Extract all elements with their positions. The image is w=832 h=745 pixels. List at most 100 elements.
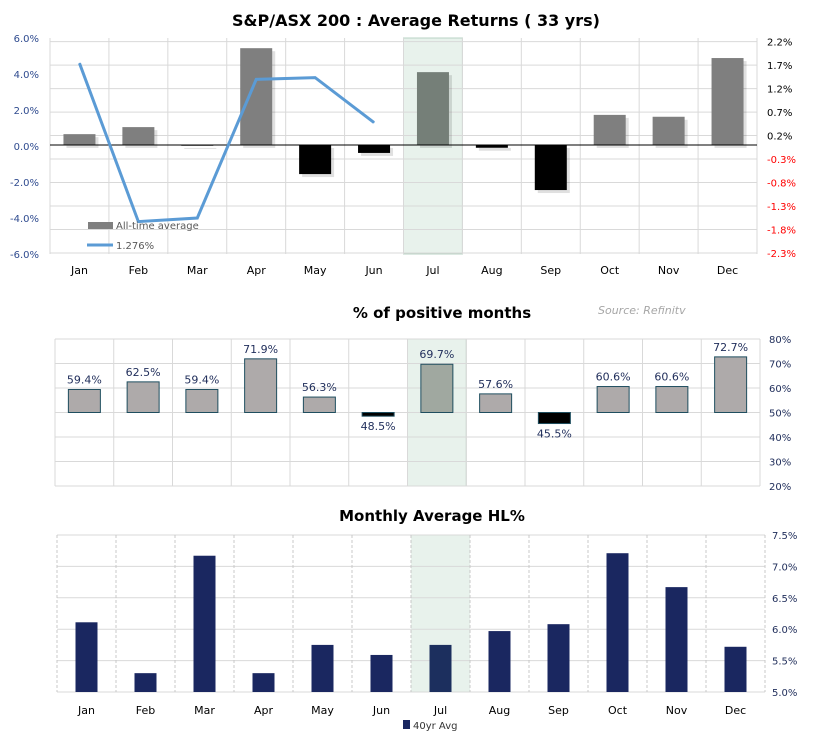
month-label: Feb bbox=[129, 264, 148, 277]
bar-nov bbox=[652, 116, 685, 145]
left-tick-label: 4.0% bbox=[14, 70, 39, 81]
tick-label: 7.0% bbox=[772, 562, 797, 573]
tick-label: 40% bbox=[769, 433, 791, 444]
chart1-title: S&P/ASX 200 : Average Returns ( 33 yrs) bbox=[232, 11, 600, 30]
legend-swatch bbox=[403, 720, 410, 729]
bar-dec bbox=[724, 646, 747, 692]
bar-nov bbox=[665, 587, 688, 692]
tick-label: 70% bbox=[769, 360, 791, 371]
month-label: Nov bbox=[666, 704, 688, 717]
data-label: 57.6% bbox=[478, 378, 513, 391]
right-tick-label: 1.2% bbox=[767, 85, 792, 96]
bar-feb bbox=[122, 127, 155, 145]
bar-jun bbox=[370, 654, 393, 692]
chart2-positive-months: 80% 70% 60% 50% 40% 30% 20% 59.4% 62.5% 59.4% 71.9… bbox=[54, 335, 791, 493]
line-point bbox=[314, 77, 316, 79]
tick-label: 5.5% bbox=[772, 657, 797, 668]
line-point bbox=[196, 217, 198, 219]
left-tick-label: 2.0% bbox=[14, 106, 39, 117]
bar-jul bbox=[416, 72, 449, 145]
legend-bar-label: All-time average bbox=[116, 221, 199, 232]
right-tick-label: 1.7% bbox=[767, 61, 792, 72]
data-label: 48.5% bbox=[361, 420, 396, 433]
data-label: 60.6% bbox=[596, 371, 631, 384]
bar-jan bbox=[67, 388, 101, 414]
month-label: Dec bbox=[717, 264, 738, 277]
month-label: Oct bbox=[608, 704, 628, 717]
month-label: Sep bbox=[548, 704, 569, 717]
right-tick-label: 2.2% bbox=[767, 38, 792, 49]
data-label: 71.9% bbox=[243, 343, 278, 356]
month-label: Oct bbox=[600, 264, 620, 277]
tick-label: 7.5% bbox=[772, 531, 797, 542]
tick-label: 6.0% bbox=[772, 625, 797, 636]
chart3-legend: 40yr Avg bbox=[403, 720, 457, 732]
right-tick-label: -0.3% bbox=[767, 155, 796, 166]
legend-bar-swatch bbox=[88, 222, 113, 229]
bar-oct bbox=[596, 386, 630, 413]
month-label: Jun bbox=[372, 704, 390, 717]
chart3-hl: 7.5% 7.0% 6.5% 6.0% 5.5% 5.0% Jan Feb Mar Apr May J… bbox=[56, 531, 797, 717]
bar-jan bbox=[63, 134, 96, 145]
tick-label: 60% bbox=[769, 384, 791, 395]
bar-may bbox=[299, 144, 332, 175]
data-label: 60.6% bbox=[654, 371, 689, 384]
tick-label: 20% bbox=[769, 482, 791, 493]
month-label: Mar bbox=[194, 704, 215, 717]
right-tick-label: 0.7% bbox=[767, 108, 792, 119]
legend-line-label: 1.276% bbox=[116, 241, 154, 252]
data-label: 59.4% bbox=[184, 373, 219, 386]
left-tick-label: -2.0% bbox=[10, 178, 39, 189]
month-label: Feb bbox=[136, 704, 155, 717]
bar-oct bbox=[606, 553, 629, 692]
right-tick-label: -1.3% bbox=[767, 202, 796, 213]
bar-dec bbox=[711, 58, 744, 145]
data-label: 45.5% bbox=[537, 428, 572, 441]
chart1-returns: 2.2% 1.7% 1.2% 0.7% 0.2% -0.3% -0.8% -1.3% -1.8%… bbox=[10, 34, 796, 277]
chart1-legend: All-time average 1.276% bbox=[87, 221, 199, 252]
bar-shadow bbox=[478, 147, 511, 151]
bar-jan bbox=[75, 622, 98, 692]
bar-mar bbox=[185, 388, 219, 414]
chart3-title: Monthly Average HL% bbox=[339, 507, 525, 525]
bar-jul bbox=[420, 363, 454, 413]
month-label: Nov bbox=[658, 264, 680, 277]
month-label: Apr bbox=[254, 704, 274, 717]
month-label: Sep bbox=[540, 264, 561, 277]
tick-label: 50% bbox=[769, 409, 791, 420]
bar-jul bbox=[429, 644, 452, 692]
bar-oct bbox=[593, 114, 626, 145]
data-label: 69.7% bbox=[419, 348, 454, 361]
month-label: Jun bbox=[364, 264, 382, 277]
line-point bbox=[78, 62, 80, 64]
bar-apr bbox=[252, 673, 275, 692]
bar-jun bbox=[361, 412, 395, 417]
bar-apr bbox=[244, 358, 278, 413]
data-label: 56.3% bbox=[302, 381, 337, 394]
data-label: 62.5% bbox=[126, 366, 161, 379]
bar-apr bbox=[240, 48, 273, 145]
month-label: Dec bbox=[725, 704, 746, 717]
left-tick-label: 6.0% bbox=[14, 34, 39, 45]
bar-sep bbox=[534, 144, 567, 191]
bar-aug bbox=[475, 144, 508, 148]
source-note: Source: Refinitv bbox=[598, 304, 686, 317]
month-label: Jul bbox=[425, 264, 439, 277]
month-label: Aug bbox=[481, 264, 502, 277]
bar-jun bbox=[358, 144, 391, 153]
bar-feb bbox=[126, 381, 160, 413]
line-point bbox=[137, 221, 139, 223]
data-label: 59.4% bbox=[67, 373, 102, 386]
left-tick-label: -6.0% bbox=[10, 250, 39, 261]
bar-nov bbox=[655, 386, 689, 413]
right-tick-label: 0.2% bbox=[767, 132, 792, 143]
bar-may bbox=[311, 644, 334, 692]
left-tick-label: 0.0% bbox=[14, 142, 39, 153]
month-label: May bbox=[304, 264, 327, 277]
tick-label: 30% bbox=[769, 458, 791, 469]
month-label: Jul bbox=[433, 704, 447, 717]
month-label: Apr bbox=[247, 264, 267, 277]
tick-label: 5.0% bbox=[772, 688, 797, 699]
line-point bbox=[255, 78, 257, 80]
chart2-title: % of positive months bbox=[353, 304, 531, 322]
